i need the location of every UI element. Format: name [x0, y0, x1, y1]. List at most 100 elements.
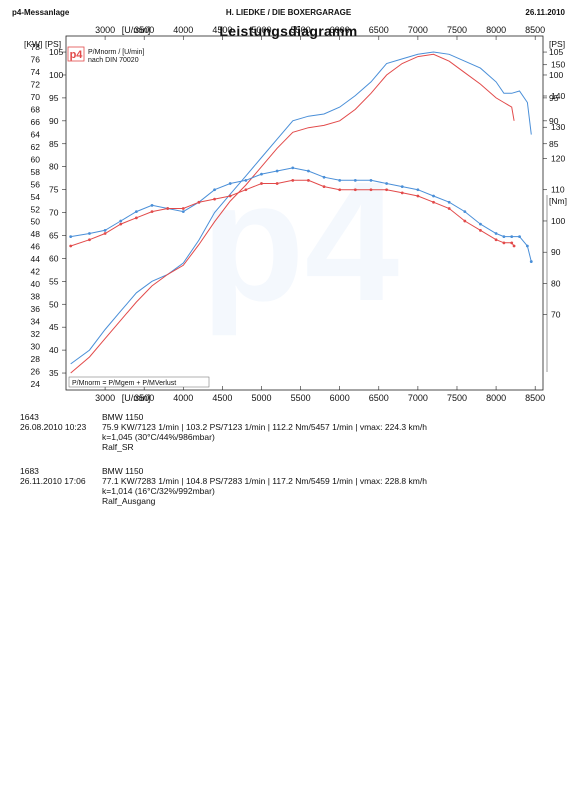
formula-box — [68, 376, 210, 388]
series-point-torque_nm-3 — [213, 197, 216, 201]
kw-tick-label: 36 — [31, 304, 41, 314]
kw-tick-label: 40 — [31, 279, 41, 289]
ps-tick-label-right: 90 — [549, 116, 559, 126]
kw-tick-label: 60 — [31, 154, 41, 164]
series-point-torque_nm-2 — [494, 232, 498, 235]
series-point-torque_nm-3 — [197, 200, 201, 204]
series-point-torque_nm-3 — [400, 191, 404, 195]
series-point-torque_nm-3 — [88, 238, 91, 242]
series-point-torque_nm-2 — [518, 235, 521, 238]
ps-tick-label-left: 75 — [49, 185, 59, 195]
series-point-torque_nm-3 — [260, 182, 263, 185]
series-point-torque_nm-3 — [181, 207, 185, 210]
kw-tick-label: 72 — [31, 80, 41, 90]
run-id: 1643 — [20, 412, 39, 422]
series-point-torque_nm-2 — [525, 244, 529, 248]
series-point-torque_nm-3 — [322, 185, 326, 188]
ps-tick-label-left: 40 — [49, 345, 59, 355]
x-tick-label-bottom: 3000 — [95, 393, 115, 403]
series-point-torque_nm-2 — [291, 166, 295, 170]
x-tick-label-bottom: 6000 — [330, 393, 350, 403]
series-point-torque_nm-3 — [447, 207, 451, 210]
ps-tick-label-left: 85 — [49, 139, 59, 149]
series-point-torque_nm-2 — [88, 232, 91, 235]
ps-tick-label-left: 100 — [49, 70, 63, 80]
series-point-torque_nm-2 — [181, 210, 185, 213]
chart-title: Leistungsdiagramm — [219, 23, 358, 39]
series-point-torque_nm-2 — [244, 178, 248, 182]
x-tick-label-bottom: 8500 — [525, 393, 545, 403]
kw-tick-label: 26 — [31, 366, 41, 376]
nm-tick-label: 140 — [551, 91, 565, 101]
ps-tick-label-left: 50 — [49, 299, 59, 309]
kw-tick-label: 44 — [31, 254, 41, 264]
series-point-torque_nm-3 — [510, 241, 514, 245]
kw-tick-label: 76 — [31, 55, 41, 65]
series-point-torque_nm-2 — [119, 219, 123, 223]
ps-tick-label-left: 70 — [49, 208, 59, 218]
series-point-torque_nm-2 — [275, 169, 279, 173]
ps-tick-label-left: 60 — [49, 253, 59, 263]
x-tick-label-bottom: 4500 — [212, 393, 232, 403]
ps-tick-label-left: 55 — [49, 276, 59, 286]
ps-axis-label-right: [PS] — [549, 39, 565, 49]
run-entry: 1643 BMW 1150 26.08.2010 10:23 75.9 KW/712… — [20, 412, 427, 452]
series-point-torque_nm-2 — [213, 188, 216, 192]
series-point-torque_nm-2 — [353, 178, 357, 182]
legend-sublabel: nach DIN 70020 — [88, 57, 139, 64]
series-point-torque_nm-2 — [463, 210, 467, 213]
series-point-torque_nm-3 — [463, 219, 467, 223]
x-axis-unit-top: [U/min] — [122, 25, 151, 35]
kw-tick-label: 54 — [31, 192, 41, 202]
run-conditions: k=1,014 (16°C/32%/992mbar) — [102, 486, 215, 496]
run-name: Ralf_SR — [102, 442, 134, 452]
series-point-torque_nm-3 — [494, 238, 498, 242]
ps-tick-label-left: 45 — [49, 322, 59, 332]
chart: p4 3000 3000 3500 3500 4000 4000 4500 4500 5000 50… — [24, 25, 567, 403]
x-tick-label-top: 3500 — [134, 25, 154, 35]
series-point-torque_nm-2 — [502, 235, 506, 238]
formula-label: P/Mnorm = P/Mgem + P/MVerlust — [72, 380, 176, 387]
ps-tick-label-right: 85 — [549, 139, 559, 149]
kw-tick-label: 34 — [31, 316, 41, 326]
series-point-torque_nm-2 — [338, 178, 342, 182]
ps-tick-label-left: 90 — [49, 116, 59, 126]
series-point-torque_nm-2 — [134, 210, 138, 213]
x-tick-label-bottom: 3500 — [134, 393, 154, 403]
kw-tick-label: 64 — [31, 129, 41, 139]
run-results: 77.1 KW/7283 1/min | 104.8 PS/7283 1/min… — [102, 476, 427, 486]
run-datetime: 26.08.2010 10:23 — [20, 422, 87, 432]
legend-logo-box — [67, 46, 85, 62]
plot-frame — [65, 35, 544, 391]
series-point-torque_nm-3 — [353, 188, 357, 192]
series-point-torque_nm-3 — [134, 216, 138, 220]
series-point-torque_nm-2 — [529, 260, 533, 263]
series-point-torque_nm-3 — [275, 182, 279, 185]
nm-tick-label: 110 — [551, 185, 565, 195]
kw-tick-label: 38 — [31, 292, 41, 302]
ps-tick-label-left: 65 — [49, 230, 59, 240]
ps-tick-label-left: 105 — [49, 47, 63, 57]
run-id: 1683 — [20, 466, 39, 476]
series-point-torque_nm-2 — [322, 175, 326, 179]
kw-tick-label: 66 — [31, 117, 41, 127]
kw-tick-label: 78 — [31, 42, 41, 52]
series-point-torque_nm-3 — [369, 188, 373, 192]
series-point-torque_nm-3 — [502, 241, 506, 245]
series-point-torque_nm-2 — [103, 228, 107, 232]
series-point-torque_nm-3 — [166, 207, 170, 210]
series-point-torque_nm-3 — [228, 194, 232, 198]
kw-axis-label: [KW] — [24, 39, 42, 49]
nm-tick-label: 150 — [551, 60, 565, 70]
kw-tick-label: 58 — [31, 167, 41, 177]
series-point-torque_nm-2 — [228, 182, 232, 185]
series-point-torque_nm-3 — [103, 232, 107, 235]
nm-tick-label: 90 — [551, 247, 561, 257]
x-tick-label-top: 7000 — [408, 25, 428, 35]
series-point-torque_nm-2 — [479, 222, 482, 226]
kw-tick-label: 50 — [31, 217, 41, 227]
run-results: 75.9 KW/7123 1/min | 103.2 PS/7123 1/min… — [102, 422, 427, 432]
kw-tick-label: 30 — [31, 341, 41, 351]
series-point-torque_nm-3 — [291, 178, 295, 182]
x-tick-label-top: 6500 — [369, 25, 389, 35]
